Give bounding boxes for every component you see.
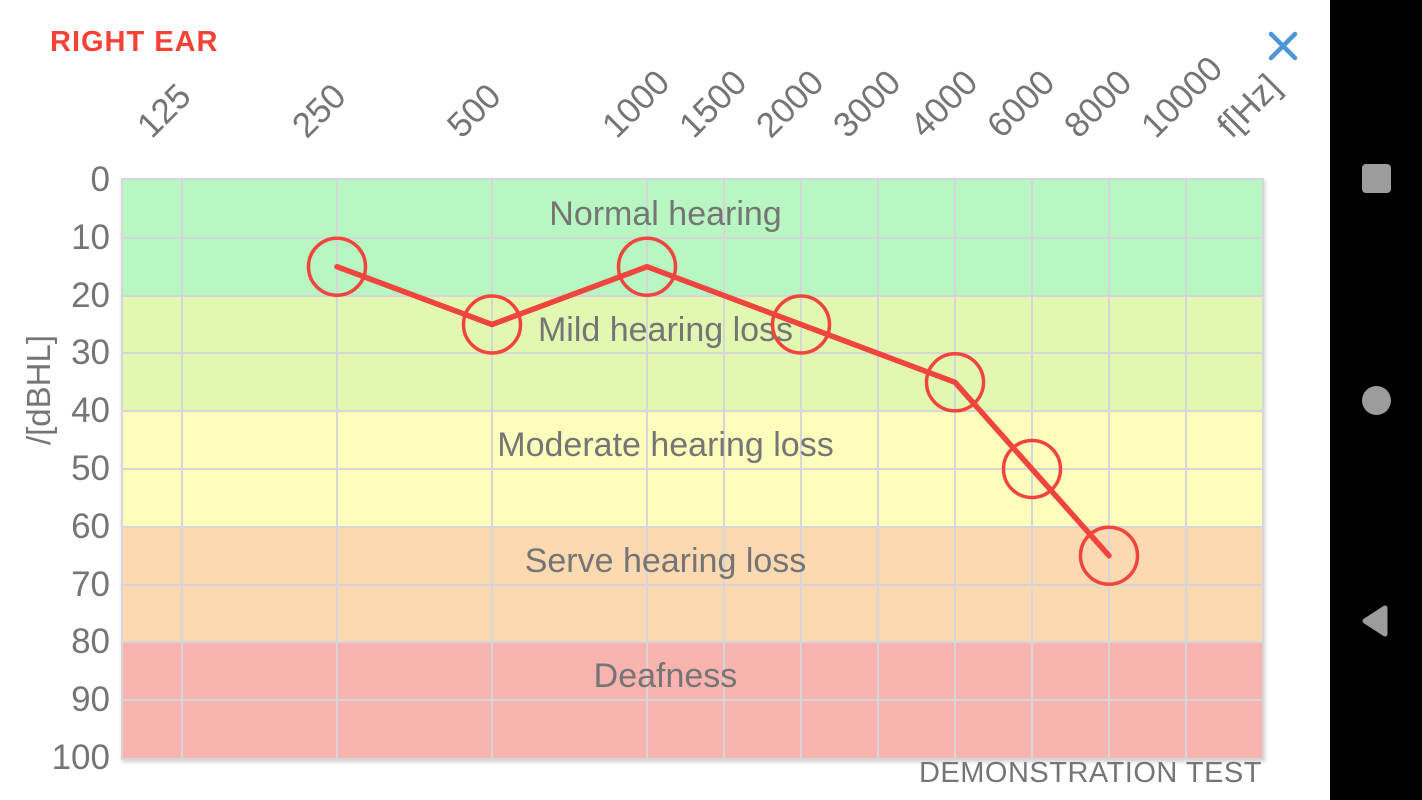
gridline-vertical — [800, 180, 802, 758]
zone-label: Normal hearing — [549, 195, 782, 233]
zone-label: Deafness — [593, 657, 738, 696]
x-tick-label: 6000 — [979, 62, 1063, 146]
demo-watermark: DEMONSTRATION TEST — [918, 757, 1262, 789]
x-tick-label: 4000 — [902, 62, 986, 146]
gridline-horizontal — [123, 352, 1262, 355]
y-axis-title: /[dBHL] — [20, 334, 57, 446]
gridline-horizontal — [123, 525, 1262, 528]
x-tick-label: 1500 — [671, 62, 755, 146]
y-tick-label: 40 — [71, 391, 110, 431]
close-icon — [1268, 31, 1298, 61]
zone-label: Serve hearing loss — [524, 541, 807, 580]
gridline-horizontal — [123, 294, 1262, 297]
y-tick-label: 0 — [90, 160, 110, 199]
gridline-vertical — [491, 180, 493, 758]
zone-label: Mild hearing loss — [537, 310, 794, 349]
audiogram-series — [306, 236, 1140, 586]
y-tick-label: 80 — [71, 622, 110, 662]
data-point-circle — [770, 294, 832, 355]
x-tick-label: 2000 — [748, 62, 832, 146]
zone-label: Moderate hearing loss — [497, 426, 834, 465]
y-tick-label: 100 — [51, 738, 110, 777]
x-tick-label: 1000 — [594, 62, 678, 146]
gridline-vertical — [181, 180, 183, 758]
gridline-vertical — [1185, 180, 1187, 758]
y-tick-label: 50 — [71, 449, 110, 488]
threshold-line — [334, 263, 1112, 559]
home-icon — [1361, 385, 1391, 415]
data-point-circle — [924, 352, 986, 413]
y-tick-label: 70 — [71, 564, 110, 604]
data-point-circle — [1078, 525, 1140, 586]
gridline-horizontal — [123, 641, 1262, 644]
gridline-horizontal — [123, 583, 1262, 586]
data-point-circle — [616, 236, 678, 297]
gridline-horizontal — [123, 468, 1262, 470]
recents-button[interactable] — [1346, 148, 1406, 208]
data-point-circle — [306, 236, 368, 297]
data-point-circle — [461, 294, 523, 355]
y-tick-label: 10 — [71, 217, 110, 257]
gridline-horizontal — [123, 699, 1262, 702]
gridline-vertical — [954, 180, 956, 758]
back-icon — [1362, 605, 1388, 637]
gridline-horizontal — [123, 236, 1262, 239]
gridline-horizontal — [123, 410, 1262, 413]
page-title: RIGHT EAR — [50, 26, 219, 58]
close-button[interactable] — [1263, 26, 1303, 66]
y-tick-label: 90 — [71, 680, 110, 720]
x-tick-label: 125 — [129, 76, 199, 146]
gridline-vertical — [336, 180, 338, 758]
x-tick-label: 3000 — [825, 62, 909, 146]
y-tick-label: 60 — [71, 506, 110, 546]
android-navbar — [1330, 0, 1422, 800]
x-tick-label: 10000 — [1133, 48, 1231, 146]
audiogram-plot: Normal hearing Mild hearing loss Moderate … — [121, 178, 1264, 760]
gridline-vertical — [646, 180, 648, 758]
home-button[interactable] — [1346, 370, 1406, 430]
data-point-circle — [1001, 438, 1063, 500]
gridline-vertical — [1108, 180, 1110, 758]
x-tick-label: 500 — [439, 76, 509, 146]
x-tick-label: 8000 — [1056, 62, 1140, 146]
gridline-vertical — [877, 180, 879, 758]
y-tick-label: 30 — [71, 333, 110, 373]
x-tick-label: 250 — [284, 76, 354, 146]
y-tick-label: 20 — [71, 275, 110, 315]
gridline-vertical — [723, 180, 725, 758]
recents-icon — [1361, 163, 1391, 193]
back-button[interactable] — [1346, 591, 1406, 651]
